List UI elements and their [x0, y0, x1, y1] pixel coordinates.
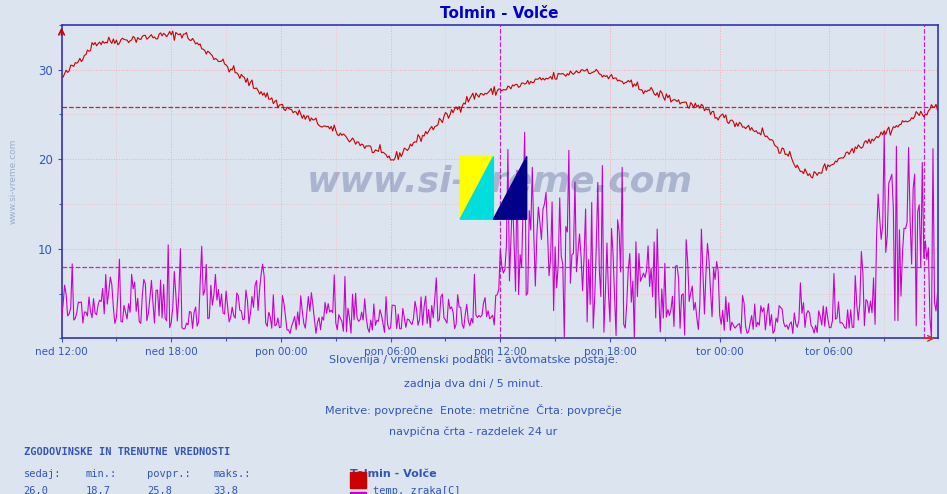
- Text: povpr.:: povpr.:: [147, 469, 190, 479]
- Polygon shape: [460, 157, 493, 219]
- Title: Tolmin - Volče: Tolmin - Volče: [440, 6, 559, 21]
- Text: Meritve: povprečne  Enote: metrične  Črta: povprečje: Meritve: povprečne Enote: metrične Črta:…: [325, 404, 622, 416]
- Text: 18,7: 18,7: [85, 486, 110, 494]
- Text: 25,8: 25,8: [147, 486, 171, 494]
- Polygon shape: [460, 157, 493, 219]
- Text: temp. zraka[C]: temp. zraka[C]: [373, 486, 460, 494]
- Text: Slovenija / vremenski podatki - avtomatske postaje.: Slovenija / vremenski podatki - avtomats…: [329, 355, 618, 365]
- Text: www.si-vreme.com: www.si-vreme.com: [307, 165, 692, 199]
- Bar: [350, 472, 366, 488]
- Text: navpična črta - razdelek 24 ur: navpična črta - razdelek 24 ur: [389, 426, 558, 437]
- Text: ZGODOVINSKE IN TRENUTNE VREDNOSTI: ZGODOVINSKE IN TRENUTNE VREDNOSTI: [24, 447, 230, 456]
- Text: sedaj:: sedaj:: [24, 469, 62, 479]
- Text: 33,8: 33,8: [213, 486, 238, 494]
- Text: 26,0: 26,0: [24, 486, 48, 494]
- Text: maks.:: maks.:: [213, 469, 251, 479]
- Text: Tolmin - Volče: Tolmin - Volče: [350, 469, 437, 479]
- Text: www.si-vreme.com: www.si-vreme.com: [9, 139, 18, 224]
- Text: zadnja dva dni / 5 minut.: zadnja dva dni / 5 minut.: [403, 378, 544, 389]
- Polygon shape: [493, 157, 527, 219]
- Text: min.:: min.:: [85, 469, 116, 479]
- Bar: [350, 493, 366, 494]
